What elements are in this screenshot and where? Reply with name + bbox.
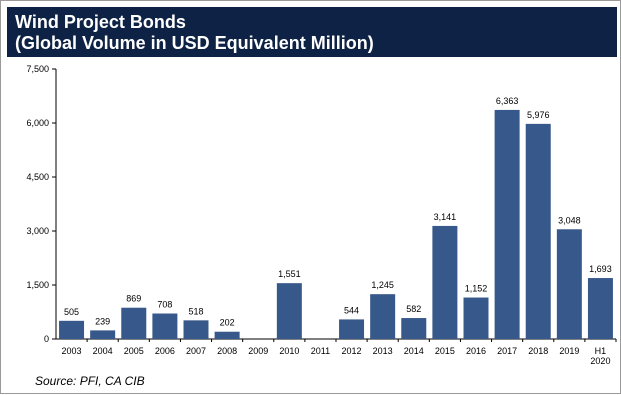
bar bbox=[525, 123, 551, 339]
bar bbox=[432, 225, 458, 339]
bar bbox=[401, 318, 427, 339]
data-label: 3,048 bbox=[558, 215, 581, 225]
x-tick-label: 2005 bbox=[124, 346, 144, 356]
data-label: 869 bbox=[126, 294, 141, 304]
bar bbox=[183, 320, 209, 339]
bar bbox=[276, 283, 302, 339]
x-tick-label: 2009 bbox=[248, 346, 268, 356]
bar bbox=[587, 278, 613, 339]
data-label: 1,693 bbox=[589, 264, 612, 274]
data-label: 1,245 bbox=[371, 280, 394, 290]
y-tick-label: 6,000 bbox=[26, 118, 49, 128]
chart-title: Wind Project Bonds bbox=[15, 12, 186, 32]
bar bbox=[370, 294, 396, 339]
data-label: 239 bbox=[95, 316, 110, 326]
bar bbox=[463, 297, 489, 339]
x-tick-label: 2019 bbox=[559, 346, 579, 356]
bar bbox=[214, 331, 240, 339]
bar bbox=[339, 319, 365, 339]
data-label: 544 bbox=[344, 305, 359, 315]
chart-subtitle: (Global Volume in USD Equivalent Million… bbox=[15, 33, 374, 53]
x-tick-label: 2012 bbox=[342, 346, 362, 356]
y-tick-label: 0 bbox=[44, 334, 49, 344]
data-label: 1,152 bbox=[465, 284, 488, 294]
y-tick-label: 7,500 bbox=[26, 64, 49, 74]
data-label: 6,363 bbox=[496, 96, 519, 106]
x-tick-label: 2006 bbox=[155, 346, 175, 356]
data-label: 708 bbox=[157, 300, 172, 310]
bar bbox=[121, 307, 147, 339]
y-tick-label: 4,500 bbox=[26, 172, 49, 182]
data-label: 518 bbox=[188, 306, 203, 316]
x-tick-label: 2008 bbox=[217, 346, 237, 356]
bar bbox=[152, 313, 178, 339]
bar bbox=[494, 109, 520, 339]
x-tick-label: 2010 bbox=[279, 346, 299, 356]
x-tick-label: H1 2020 bbox=[590, 346, 610, 366]
x-tick-label: 2007 bbox=[186, 346, 206, 356]
x-tick-label: 2011 bbox=[311, 346, 330, 356]
data-label: 1,551 bbox=[278, 269, 301, 279]
data-label: 582 bbox=[406, 304, 421, 314]
bar bbox=[556, 229, 582, 339]
x-tick-label: 2014 bbox=[404, 346, 424, 356]
x-tick-label: 2013 bbox=[373, 346, 393, 356]
y-tick-label: 1,500 bbox=[26, 280, 49, 290]
source-note: Source: PFI, CA CIB bbox=[35, 374, 145, 388]
data-label: 202 bbox=[220, 318, 235, 328]
x-tick-label: 2003 bbox=[62, 346, 82, 356]
x-tick-label: 2004 bbox=[93, 346, 113, 356]
bar bbox=[59, 320, 85, 339]
x-tick-label: 2018 bbox=[528, 346, 548, 356]
y-tick-label: 3,000 bbox=[26, 226, 49, 236]
bar bbox=[90, 330, 116, 339]
x-tick-label: 2017 bbox=[497, 346, 517, 356]
data-label: 3,141 bbox=[434, 212, 457, 222]
x-tick-label: 2016 bbox=[466, 346, 486, 356]
x-tick-label: 2015 bbox=[435, 346, 455, 356]
data-label: 5,976 bbox=[527, 110, 550, 120]
data-label: 505 bbox=[64, 307, 79, 317]
chart-header: Wind Project Bonds (Global Volume in USD… bbox=[7, 7, 617, 57]
